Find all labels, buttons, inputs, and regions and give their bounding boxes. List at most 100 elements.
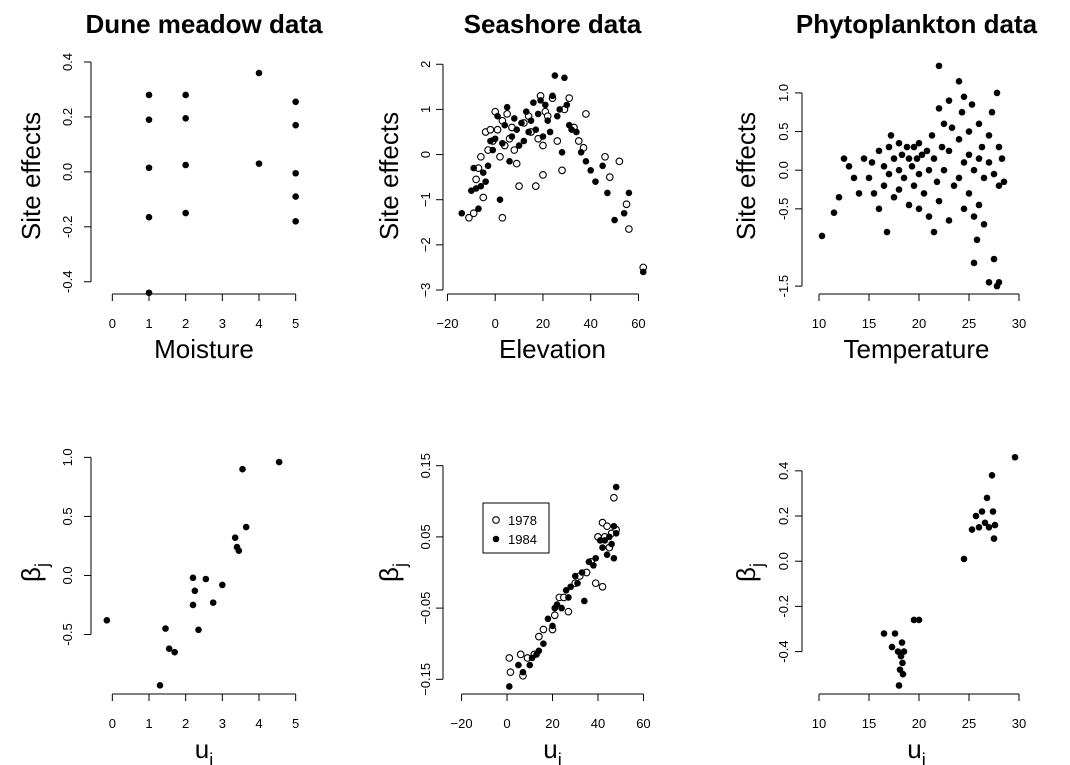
x-tick-label: 2 [182, 316, 189, 331]
data-point [145, 289, 153, 297]
data-point [542, 101, 549, 109]
data-point [990, 535, 998, 542]
y-tick-label: 0.15 [418, 453, 433, 478]
legend-box [482, 502, 550, 554]
y-axis: −3 −2 −1 0 1 2 [418, 61, 444, 298]
chart-panel-2: Seashore data −20 0 20 40 60 −3 −2 −1 0 1 2 Elevatio… [374, 9, 648, 364]
data-point [622, 200, 631, 209]
data-point [519, 668, 527, 676]
data-point [539, 625, 548, 634]
data-point [945, 217, 953, 224]
data-point [965, 190, 973, 197]
x-tick-label: 5 [292, 316, 299, 331]
data-point [103, 617, 111, 624]
data-point [850, 174, 858, 182]
data-point [145, 213, 153, 221]
data-point [930, 155, 938, 162]
data-point [895, 139, 903, 147]
series-1 [103, 458, 283, 689]
data-point [985, 524, 993, 531]
y-tick-label: −1 [418, 192, 433, 207]
data-point [544, 117, 552, 124]
y-tick-label: 2 [418, 61, 433, 68]
data-point [558, 148, 566, 156]
data-point [988, 472, 996, 479]
data-point [477, 152, 485, 161]
data-point [968, 526, 976, 533]
y-tick-label: -0.5 [776, 198, 791, 220]
data-point [582, 158, 590, 165]
y-axis: -1.5 -0.5 0.0 0.5 1.0 [776, 84, 803, 297]
data-point [553, 112, 561, 120]
data-point [895, 186, 903, 193]
data-point [477, 182, 485, 190]
x-axis-label: uj [195, 734, 213, 765]
x-tick-label: 0 [492, 316, 499, 331]
data-point [601, 152, 609, 161]
data-point [489, 146, 497, 154]
data-point [527, 117, 535, 124]
series-1 [818, 62, 1008, 290]
data-point [292, 193, 299, 200]
data-point [528, 654, 536, 662]
data-point [895, 682, 903, 689]
legend-marker [492, 516, 500, 524]
data-point [231, 534, 239, 541]
y-tick-label: −3 [418, 283, 433, 298]
data-point [888, 643, 896, 651]
data-point [458, 209, 466, 217]
data-point [171, 648, 178, 656]
data-point [608, 540, 615, 548]
data-point [975, 120, 983, 128]
data-point [239, 465, 246, 473]
data-point [900, 174, 908, 182]
data-point [891, 630, 899, 637]
legend: 1978 1984 [482, 502, 550, 554]
data-point [915, 205, 923, 213]
data-point [925, 166, 933, 174]
y-axis-label: βj [16, 563, 52, 582]
data-point [551, 72, 559, 79]
y-tick-label: 1.0 [60, 448, 75, 466]
y-tick-label: −2 [418, 237, 433, 252]
data-point [981, 519, 989, 527]
data-point [165, 645, 173, 652]
data-point [900, 648, 908, 655]
data-point [610, 493, 618, 502]
data-point [910, 143, 918, 151]
data-point [998, 155, 1006, 162]
data-point [845, 163, 853, 170]
data-point [955, 174, 963, 182]
data-point [592, 554, 600, 562]
data-point [209, 599, 217, 606]
data-point [612, 483, 620, 491]
data-point [995, 182, 1003, 189]
data-point [898, 639, 906, 646]
x-tick-label: 20 [912, 316, 926, 331]
y-axis: -0.4 -0.2 0.0 0.2 0.4 [60, 53, 92, 293]
data-point [591, 579, 600, 588]
data-point [493, 125, 502, 134]
data-point [985, 159, 993, 166]
y-tick-label: −0.15 [418, 663, 433, 696]
data-point [292, 169, 299, 177]
data-point [965, 151, 973, 159]
y-tick-label: 1 [418, 106, 433, 113]
x-tick-label: 15 [862, 716, 876, 731]
x-tick-label: 30 [1012, 716, 1026, 731]
data-point [890, 155, 898, 162]
x-axis-label: uj [907, 734, 925, 765]
data-point [983, 494, 991, 502]
data-point [510, 146, 519, 154]
data-point [610, 554, 618, 562]
data-point [531, 182, 540, 191]
data-point [592, 178, 599, 185]
data-point [883, 228, 891, 236]
data-point [840, 155, 848, 162]
y-axis-label: Site effects [731, 112, 761, 240]
data-point [1011, 453, 1019, 461]
data-point [182, 91, 189, 99]
x-axis-label: Moisture [154, 334, 254, 364]
data-point [955, 78, 963, 85]
data-point [549, 622, 556, 630]
